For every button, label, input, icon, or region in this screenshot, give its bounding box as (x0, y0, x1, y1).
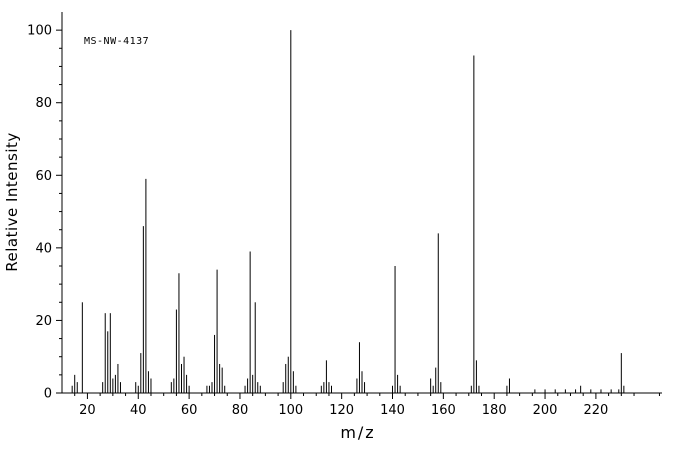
y-tick-label: 80 (35, 96, 52, 111)
y-axis-title: Relative Intensity (3, 132, 21, 272)
x-axis-title: m/z (340, 423, 375, 442)
x-tick-label: 20 (79, 403, 96, 418)
x-tick-label: 220 (583, 403, 608, 418)
spectrum-peaks (71, 30, 625, 393)
y-tick-label: 60 (35, 169, 52, 184)
y-tick-label: 100 (27, 24, 52, 39)
x-tick-label: 200 (533, 403, 558, 418)
x-tick-label: 80 (232, 403, 249, 418)
axis-ticks (56, 29, 660, 399)
x-tick-label: 100 (278, 403, 303, 418)
y-tick-label: 40 (35, 241, 52, 256)
x-tick-label: 140 (380, 403, 405, 418)
x-tick-label: 160 (431, 403, 456, 418)
axis-tick-labels: 20 40 60 80 100 120 140 160 180 200 220 0 20 40 60 80 10… (27, 24, 608, 418)
x-tick-label: 120 (329, 403, 354, 418)
spectrum-id-label: MS-NW-4137 (84, 36, 149, 47)
x-tick-label: 40 (130, 403, 147, 418)
axes (61, 12, 662, 394)
y-tick-label: 20 (35, 314, 52, 329)
x-tick-label: 180 (482, 403, 507, 418)
x-tick-label: 60 (181, 403, 198, 418)
y-tick-label: 0 (44, 387, 52, 402)
